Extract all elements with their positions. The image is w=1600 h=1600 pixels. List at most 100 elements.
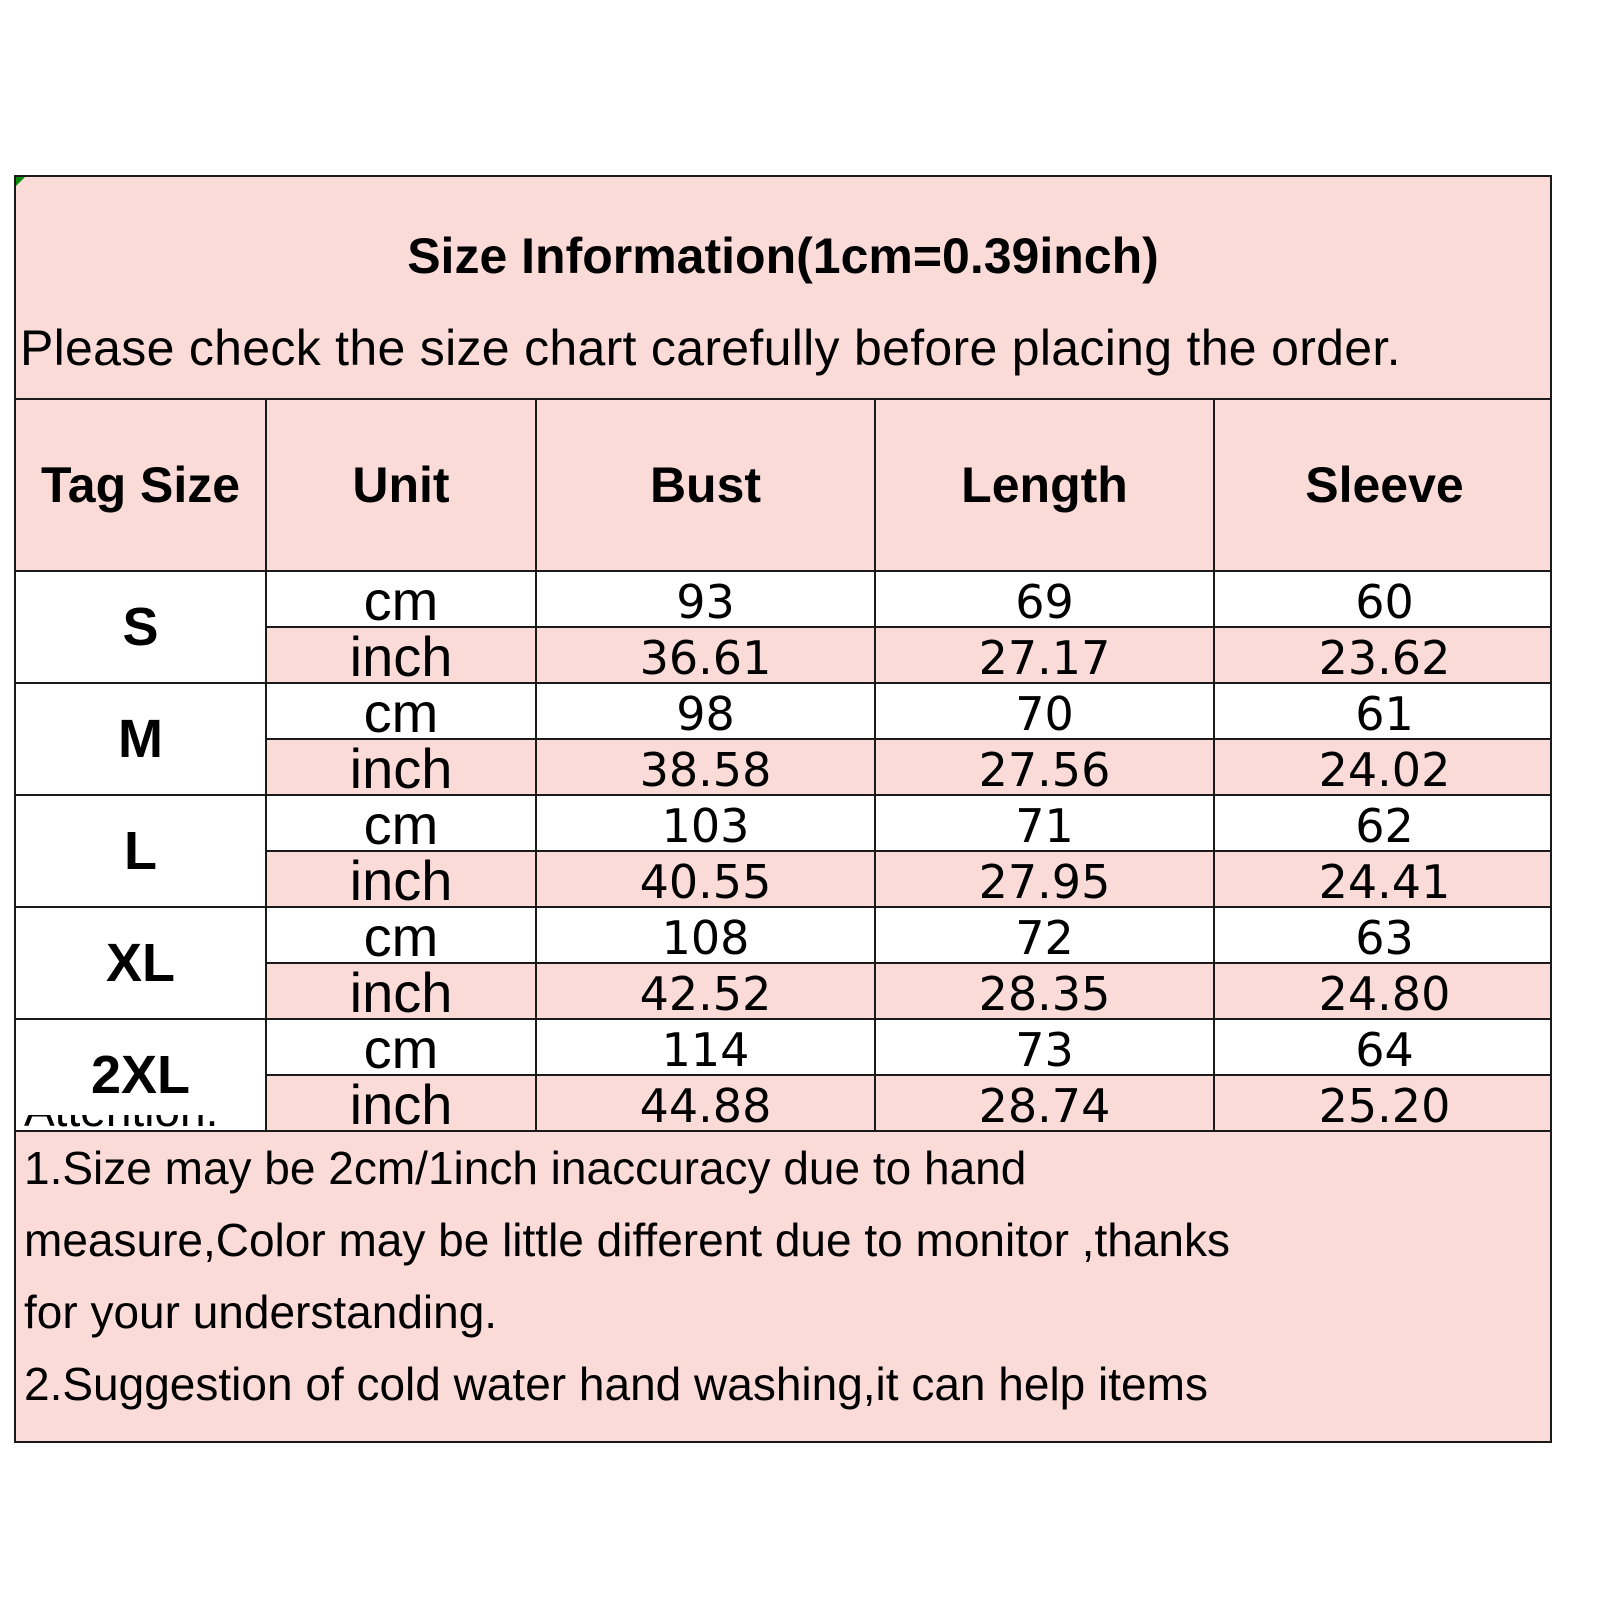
column-header-text: Unit (352, 457, 450, 513)
measurement-cell-text: 103 (661, 799, 750, 852)
column-header: Sleeve (1215, 400, 1550, 572)
tag-size-cell-text: L (124, 821, 157, 881)
measurement-cell-text: 38.58 (639, 743, 772, 796)
measurement-cell: 64 (1215, 1020, 1550, 1076)
unit-cell-text: cm (363, 908, 439, 964)
measurement-cell: 40.55 (537, 852, 876, 908)
measurement-cell-text: 36.61 (639, 631, 772, 684)
measurement-cell-text: 108 (661, 911, 750, 964)
measurement-cell: 70 (876, 684, 1215, 740)
measurement-cell-text: 71 (1015, 799, 1074, 852)
measurement-cell-text: 73 (1015, 1023, 1074, 1076)
unit-cell-text: cm (363, 684, 439, 740)
note-line: 2.Suggestion of cold water hand washing,… (24, 1358, 1208, 1410)
measurement-cell-text: 27.56 (978, 743, 1111, 796)
unit-cell-text: inch (349, 740, 453, 796)
column-header-text: Sleeve (1305, 457, 1464, 513)
chart-subtitle: Please check the size chart carefully be… (20, 320, 1401, 376)
unit-cell: cm (267, 796, 537, 852)
measurement-cell-text: 64 (1355, 1023, 1414, 1076)
measurement-cell-text: 27.17 (978, 631, 1111, 684)
measurement-cell: 72 (876, 908, 1215, 964)
tag-size-cell: 2XL (16, 1020, 267, 1132)
unit-cell-text: cm (363, 572, 439, 628)
measurement-cell-text: 60 (1355, 575, 1414, 628)
column-header: Unit (267, 400, 537, 572)
unit-cell: inch (267, 740, 537, 796)
notes-heading: Attention: (24, 1115, 218, 1131)
size-chart: Size Information(1cm=0.39inch) Please ch… (14, 175, 1552, 1443)
tag-size-cell-text: M (118, 709, 163, 769)
measurement-cell-text: 25.20 (1318, 1079, 1451, 1132)
measurement-cell: 28.35 (876, 964, 1215, 1020)
measurement-cell: 60 (1215, 572, 1550, 628)
measurement-cell-text: 44.88 (639, 1079, 772, 1132)
measurement-cell: 24.41 (1215, 852, 1550, 908)
divider (16, 1130, 1550, 1132)
measurement-cell: 62 (1215, 796, 1550, 852)
unit-cell-text: inch (349, 628, 453, 684)
measurement-cell: 28.74 (876, 1076, 1215, 1132)
tag-size-cell-text: S (122, 597, 159, 657)
tag-size-cell: XL (16, 908, 267, 1020)
unit-cell: cm (267, 908, 537, 964)
unit-cell: inch (267, 852, 537, 908)
cell-corner-marker (16, 177, 25, 186)
unit-cell: cm (267, 684, 537, 740)
measurement-cell-text: 23.62 (1318, 631, 1451, 684)
measurement-cell-text: 98 (676, 687, 735, 740)
column-header: Length (876, 400, 1215, 572)
notes: 1.Size may be 2cm/1inch inaccuracy due t… (24, 1132, 1230, 1420)
measurement-cell-text: 27.95 (978, 855, 1111, 908)
tag-size-cell-text: 2XL (90, 1045, 191, 1105)
measurement-cell-text: 28.35 (978, 967, 1111, 1020)
measurement-cell-text: 24.02 (1318, 743, 1451, 796)
unit-cell: inch (267, 628, 537, 684)
measurement-cell-text: 42.52 (639, 967, 772, 1020)
measurement-cell: 27.56 (876, 740, 1215, 796)
measurement-cell: 69 (876, 572, 1215, 628)
measurement-cell: 103 (537, 796, 876, 852)
column-header-text: Bust (649, 457, 762, 513)
measurement-cell: 24.80 (1215, 964, 1550, 1020)
measurement-cell: 61 (1215, 684, 1550, 740)
column-header: Tag Size (16, 400, 267, 572)
measurement-cell-text: 70 (1015, 687, 1074, 740)
measurement-cell-text: 114 (661, 1023, 750, 1076)
unit-cell: inch (267, 964, 537, 1020)
tag-size-cell: M (16, 684, 267, 796)
measurement-cell-text: 28.74 (978, 1079, 1111, 1132)
unit-cell-text: cm (363, 1020, 439, 1076)
measurement-cell-text: 62 (1355, 799, 1414, 852)
measurement-cell-text: 63 (1355, 911, 1414, 964)
measurement-cell: 36.61 (537, 628, 876, 684)
measurement-cell-text: 24.80 (1318, 967, 1451, 1020)
notes-heading-clipped: Attention: (16, 1115, 416, 1131)
tag-size-cell: L (16, 796, 267, 908)
measurement-cell-text: 24.41 (1318, 855, 1451, 908)
note-line: measure,Color may be little different du… (24, 1214, 1230, 1266)
measurement-cell: 27.95 (876, 852, 1215, 908)
measurement-cell: 38.58 (537, 740, 876, 796)
chart-title: Size Information(1cm=0.39inch) (407, 228, 1159, 284)
note-line: 1.Size may be 2cm/1inch inaccuracy due t… (24, 1142, 1027, 1194)
measurement-cell-text: 40.55 (639, 855, 772, 908)
note-line: for your understanding. (24, 1286, 498, 1338)
measurement-cell: 93 (537, 572, 876, 628)
unit-cell: cm (267, 1020, 537, 1076)
measurement-cell: 108 (537, 908, 876, 964)
tag-size-cell: S (16, 572, 267, 684)
measurement-cell: 24.02 (1215, 740, 1550, 796)
measurement-cell: 63 (1215, 908, 1550, 964)
column-header-text: Length (961, 457, 1128, 513)
measurement-cell: 114 (537, 1020, 876, 1076)
measurement-cell: 71 (876, 796, 1215, 852)
measurement-cell-text: 72 (1015, 911, 1074, 964)
measurement-cell-text: 93 (676, 575, 735, 628)
measurement-cell: 23.62 (1215, 628, 1550, 684)
column-header: Bust (537, 400, 876, 572)
measurement-cell: 98 (537, 684, 876, 740)
tag-size-cell-text: XL (105, 933, 175, 993)
measurement-cell: 25.20 (1215, 1076, 1550, 1132)
measurement-cell: 27.17 (876, 628, 1215, 684)
